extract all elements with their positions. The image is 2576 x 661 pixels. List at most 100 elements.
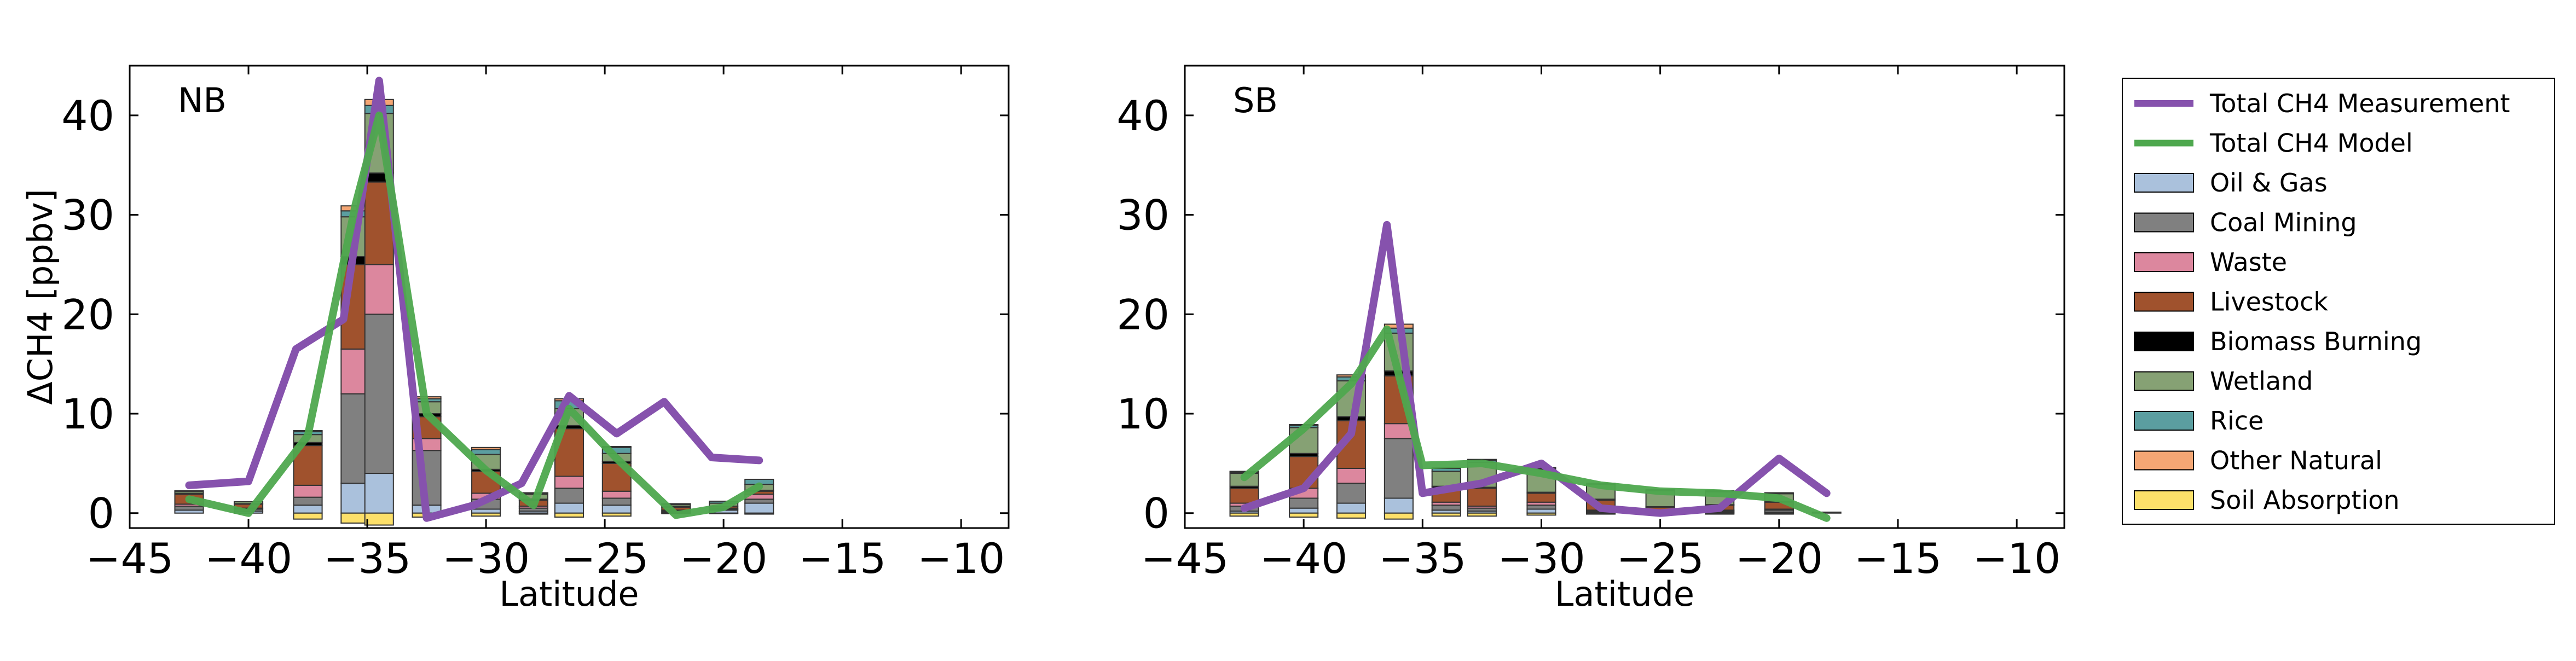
- bar-segment-coal-mining: [1336, 483, 1367, 504]
- x-tick-label: −20: [680, 534, 767, 583]
- plot-area: [174, 77, 774, 526]
- bar-segment-oil-and-gas: [1383, 497, 1414, 514]
- series-line-model: [1240, 325, 1831, 522]
- plot-area: [1229, 221, 1842, 522]
- bar-segment-soil-absorption: [709, 512, 739, 514]
- y-tick-label: 10: [1116, 390, 1170, 438]
- legend-item: Other Natural: [2134, 446, 2382, 476]
- x-tick-label: −30: [1497, 534, 1585, 583]
- bar-segment-soil-absorption: [1705, 512, 1735, 515]
- bar-segment-coal-mining: [1383, 438, 1414, 499]
- legend-label: Livestock: [2210, 287, 2328, 317]
- legend: Total CH4 Measurement Total CH4 Model Oil …: [2122, 78, 2555, 525]
- legend-patch-swatch: [2134, 371, 2194, 391]
- legend-patch-swatch: [2134, 411, 2194, 431]
- bar-segment-soil-absorption: [1289, 512, 1319, 518]
- bar-segment-oil-and-gas: [364, 473, 394, 514]
- legend-patch-swatch: [2134, 450, 2194, 471]
- bar-segment-soil-absorption: [554, 512, 584, 518]
- legend-item: Rice: [2134, 406, 2264, 436]
- bar-segment-coal-mining: [174, 506, 204, 511]
- x-tick-label: −10: [1973, 534, 2060, 583]
- legend-patch-swatch: [2134, 173, 2194, 193]
- bar-segment-oil-and-gas: [293, 505, 323, 514]
- x-tick-label: −30: [442, 534, 530, 583]
- bar-segment-soil-absorption: [1467, 512, 1497, 517]
- y-tick-label: 0: [88, 489, 114, 538]
- series-line-measurement: [1240, 221, 1831, 517]
- bar-segment-soil-absorption: [601, 512, 632, 517]
- legend-patch-swatch: [2134, 252, 2194, 272]
- y-tick-label: 0: [1143, 489, 1170, 538]
- bar-segment-waste: [601, 490, 632, 499]
- legend-label: Waste: [2210, 247, 2287, 277]
- legend-label: Wetland: [2210, 367, 2313, 396]
- legend-item: Total CH4 Measurement: [2134, 89, 2510, 118]
- legend-patch-swatch: [2134, 332, 2194, 351]
- legend-patch-swatch: [2134, 212, 2194, 233]
- legend-patch-swatch: [2134, 292, 2194, 312]
- bar-segment-oil-and-gas: [601, 505, 632, 514]
- legend-item: Biomass Burning: [2134, 327, 2422, 356]
- bar-segment-rice: [471, 449, 501, 455]
- legend-item: Soil Absorption: [2134, 485, 2400, 515]
- legend-label: Oil & Gas: [2210, 168, 2328, 198]
- legend-label: Total CH4 Model: [2209, 129, 2413, 158]
- legend-item: Livestock: [2134, 287, 2328, 317]
- bar-segment-coal-mining: [1431, 505, 1461, 511]
- bar-segment-soil-absorption: [1586, 512, 1616, 515]
- bar-segment-waste: [1336, 467, 1367, 484]
- bar-segment-waste: [293, 484, 323, 498]
- y-tick-label: 40: [61, 91, 114, 140]
- y-axis-label: ΔCH4 [ppbv]: [20, 189, 60, 405]
- bar-segment-oil-and-gas: [1289, 507, 1319, 514]
- bar-segment-coal-mining: [601, 497, 632, 506]
- x-tick-label: −40: [205, 534, 292, 583]
- legend-item: Waste: [2134, 247, 2287, 277]
- panel-nb: −45 −40 −35 −30 −25 −20 −15 −10 0 10 20 30 40 Latitud…: [20, 65, 1010, 614]
- x-tick-label: −45: [1141, 534, 1229, 583]
- bar-segment-livestock: [1526, 492, 1556, 503]
- x-tick-label: −40: [1260, 534, 1347, 583]
- bar-segment-waste: [364, 264, 394, 315]
- y-tick-label: 20: [1116, 290, 1170, 339]
- bar-segment-soil-absorption: [1383, 512, 1414, 520]
- x-tick-label: −15: [798, 534, 886, 583]
- legend-patch-swatch: [2134, 490, 2194, 510]
- y-tick-label: 10: [61, 390, 114, 438]
- bar-segment-soil-absorption: [364, 512, 394, 526]
- bar-segment-soil-absorption: [1229, 512, 1259, 517]
- x-tick-label: −15: [1854, 534, 1942, 583]
- bar-segment-other-natural: [471, 447, 501, 450]
- bar-segment-coal-mining: [364, 314, 394, 474]
- bar-segment-soil-absorption: [1526, 512, 1556, 516]
- x-axis-label: Latitude: [499, 574, 639, 614]
- x-tick-label: −35: [323, 534, 411, 583]
- bar-segment-waste: [554, 476, 584, 489]
- bar-segment-soil-absorption: [293, 512, 323, 520]
- bar-segment-oil-and-gas: [471, 508, 501, 514]
- legend-label: Other Natural: [2210, 446, 2382, 476]
- bar-segment-coal-mining: [1289, 497, 1319, 509]
- bar-segment-soil-absorption: [1336, 512, 1367, 519]
- bar-segment-coal-mining: [293, 496, 323, 506]
- bar-segment-coal-mining: [554, 488, 584, 504]
- x-tick-label: −25: [1616, 534, 1704, 583]
- x-tick-label: −25: [561, 534, 649, 583]
- y-tick-label: 40: [1116, 91, 1170, 140]
- legend-label: Biomass Burning: [2210, 327, 2422, 356]
- bar-segment-livestock: [1229, 488, 1259, 504]
- legend-frame: [2122, 78, 2555, 525]
- legend-label: Total CH4 Measurement: [2209, 89, 2510, 118]
- bar-segment-oil-and-gas: [1336, 502, 1367, 514]
- bar-segment-soil-absorption: [518, 512, 548, 515]
- plot-frame: [129, 65, 1010, 529]
- legend-item: Oil & Gas: [2134, 168, 2328, 198]
- bar-stack: [554, 398, 584, 518]
- legend-label: Soil Absorption: [2210, 485, 2400, 515]
- plot-frame: [1184, 65, 2065, 529]
- bar-segment-coal-mining: [744, 498, 774, 504]
- panel-label: SB: [1233, 80, 1278, 120]
- x-tick-label: −45: [86, 534, 173, 583]
